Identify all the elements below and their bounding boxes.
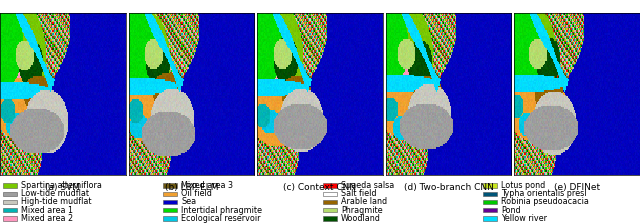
Text: Woodland: Woodland <box>341 214 381 223</box>
Bar <box>163 216 177 221</box>
Bar <box>483 183 497 188</box>
Bar <box>483 192 497 196</box>
Text: (c) Context CNN: (c) Context CNN <box>284 183 356 192</box>
Text: Lotus pond: Lotus pond <box>501 181 545 190</box>
Bar <box>3 208 17 212</box>
Text: High-tide mudflat: High-tide mudflat <box>21 197 92 207</box>
Text: Pond: Pond <box>501 206 521 215</box>
Bar <box>163 192 177 196</box>
Bar <box>323 216 337 221</box>
Text: Mixed area 3: Mixed area 3 <box>181 181 233 190</box>
Text: Ecological reservoir: Ecological reservoir <box>181 214 260 223</box>
Bar <box>163 200 177 204</box>
Bar <box>323 200 337 204</box>
Text: Sea: Sea <box>181 197 196 207</box>
Text: (d) Two-branch CNN: (d) Two-branch CNN <box>404 183 493 192</box>
Text: Intertidal phragmite: Intertidal phragmite <box>181 206 262 215</box>
Text: Robinia pseudoacacia: Robinia pseudoacacia <box>501 197 589 207</box>
Text: Salt field: Salt field <box>341 189 376 198</box>
Text: Phragmite: Phragmite <box>341 206 383 215</box>
Text: Suaeda salsa: Suaeda salsa <box>341 181 394 190</box>
Text: Typha orientalis presl: Typha orientalis presl <box>501 189 587 198</box>
Bar <box>483 216 497 221</box>
Text: (b) LBP-ELM: (b) LBP-ELM <box>164 183 218 192</box>
Text: Mixed area 1: Mixed area 1 <box>21 206 73 215</box>
Bar <box>483 208 497 212</box>
Text: Low-tide mudflat: Low-tide mudflat <box>21 189 89 198</box>
Bar <box>323 183 337 188</box>
Bar <box>163 183 177 188</box>
Bar <box>323 192 337 196</box>
Text: (e) DFINet: (e) DFINet <box>554 183 600 192</box>
Bar <box>3 200 17 204</box>
Text: Spartina alterniflora: Spartina alterniflora <box>21 181 102 190</box>
Bar <box>3 183 17 188</box>
Text: (a) SVM: (a) SVM <box>45 183 81 192</box>
Bar <box>163 208 177 212</box>
Bar <box>3 192 17 196</box>
Bar <box>323 208 337 212</box>
Bar <box>483 200 497 204</box>
Text: Oil field: Oil field <box>181 189 212 198</box>
Bar <box>3 216 17 221</box>
Text: Yellow river: Yellow river <box>501 214 547 223</box>
Text: Arable land: Arable land <box>341 197 387 207</box>
Text: Mixed area 2: Mixed area 2 <box>21 214 73 223</box>
